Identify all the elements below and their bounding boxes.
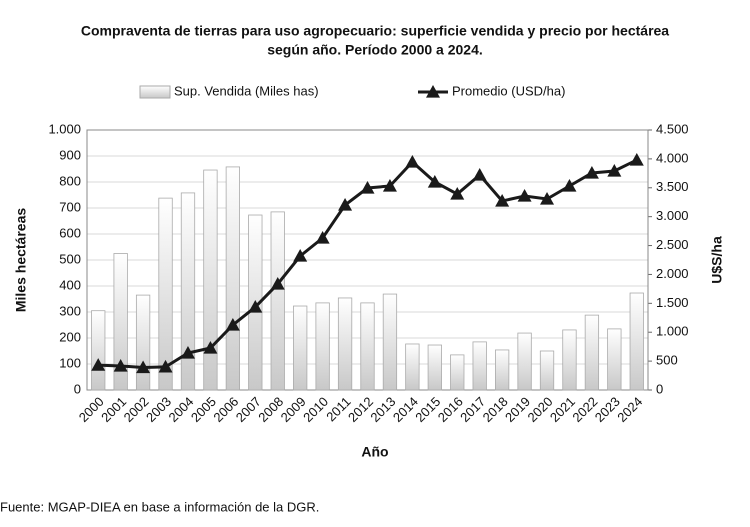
bar <box>450 354 465 391</box>
y-tick-label: 1.000 <box>48 121 81 136</box>
line-marker <box>382 178 397 192</box>
bar <box>225 166 240 391</box>
line-marker <box>293 249 308 262</box>
y-tick-label: 900 <box>59 147 81 162</box>
bar <box>472 341 487 391</box>
bar <box>629 292 644 391</box>
line-marker <box>607 164 622 177</box>
bar <box>337 297 353 391</box>
bar <box>158 197 173 391</box>
y-tick-label: 300 <box>59 303 81 318</box>
line-marker <box>517 189 532 202</box>
legend-swatch <box>139 85 171 99</box>
y2-tick-label: 2.000 <box>656 266 689 281</box>
y2-tick-label: 3.000 <box>656 208 689 223</box>
line-marker <box>91 358 106 371</box>
line-marker <box>338 197 353 211</box>
line-marker <box>270 276 285 290</box>
bar <box>270 211 285 391</box>
line-marker <box>495 194 510 207</box>
y2-tick-label: 2.500 <box>656 237 689 252</box>
bar <box>360 302 375 391</box>
line-marker <box>405 155 420 168</box>
legend-label: Promedio (USD/ha) <box>452 83 565 98</box>
line-marker <box>629 152 644 166</box>
y2-tick-label: 4.500 <box>656 121 689 136</box>
line-marker <box>584 165 599 179</box>
source: Fuente: MGAP-DIEA en base a información … <box>0 499 319 514</box>
bar <box>91 310 106 391</box>
y-tick-label: 100 <box>59 355 81 370</box>
y2-tick-label: 1.500 <box>656 295 689 310</box>
bar <box>382 293 398 391</box>
bar <box>135 294 151 391</box>
line-marker <box>472 168 487 181</box>
y-tick-label: 700 <box>59 199 81 214</box>
line-marker <box>427 175 442 188</box>
legend-swatch <box>426 85 440 98</box>
bar <box>427 344 442 391</box>
bar <box>539 350 555 391</box>
y-tick-label: 0 <box>74 381 81 396</box>
bar <box>405 343 420 391</box>
line-marker <box>158 359 173 373</box>
bar <box>517 332 532 391</box>
chart-title: Compraventa de tierras para uso agropecu… <box>81 23 669 39</box>
line-marker <box>203 340 218 354</box>
x-axis-title: Año <box>361 444 388 460</box>
y2-tick-label: 4.000 <box>656 150 689 165</box>
line-marker <box>180 346 195 359</box>
bar <box>495 349 510 391</box>
bar <box>584 314 600 391</box>
bar <box>113 253 128 391</box>
y2-axis-title: U$S/ha <box>709 236 725 284</box>
line-marker <box>315 230 330 244</box>
chart-title: según año. Período 2000 a 2024. <box>267 42 483 58</box>
line-marker <box>562 178 577 192</box>
y-tick-label: 200 <box>59 329 81 344</box>
bar <box>293 305 308 391</box>
legend-label: Sup. Vendida (Miles has) <box>174 83 319 98</box>
y-tick-label: 800 <box>59 173 81 188</box>
y-axis-title: Miles hectáreas <box>13 208 29 312</box>
line-marker <box>248 300 263 313</box>
line-marker <box>113 359 128 372</box>
y2-tick-label: 1.000 <box>656 324 689 339</box>
y2-tick-label: 3.500 <box>656 179 689 194</box>
line-marker <box>225 318 240 331</box>
y-tick-label: 600 <box>59 225 81 240</box>
bar <box>562 329 577 391</box>
bar <box>180 192 196 391</box>
bar <box>607 328 622 391</box>
y2-tick-label: 500 <box>656 353 678 368</box>
line-marker <box>540 191 555 205</box>
y-tick-label: 400 <box>59 277 81 292</box>
bar <box>203 169 218 391</box>
bar <box>315 302 330 391</box>
x-tick-label: 2024 <box>614 394 645 425</box>
y-tick-label: 500 <box>59 251 81 266</box>
line-marker <box>360 181 375 194</box>
y2-tick-label: 0 <box>656 381 663 396</box>
line-marker <box>136 360 151 374</box>
line-marker <box>450 187 465 200</box>
